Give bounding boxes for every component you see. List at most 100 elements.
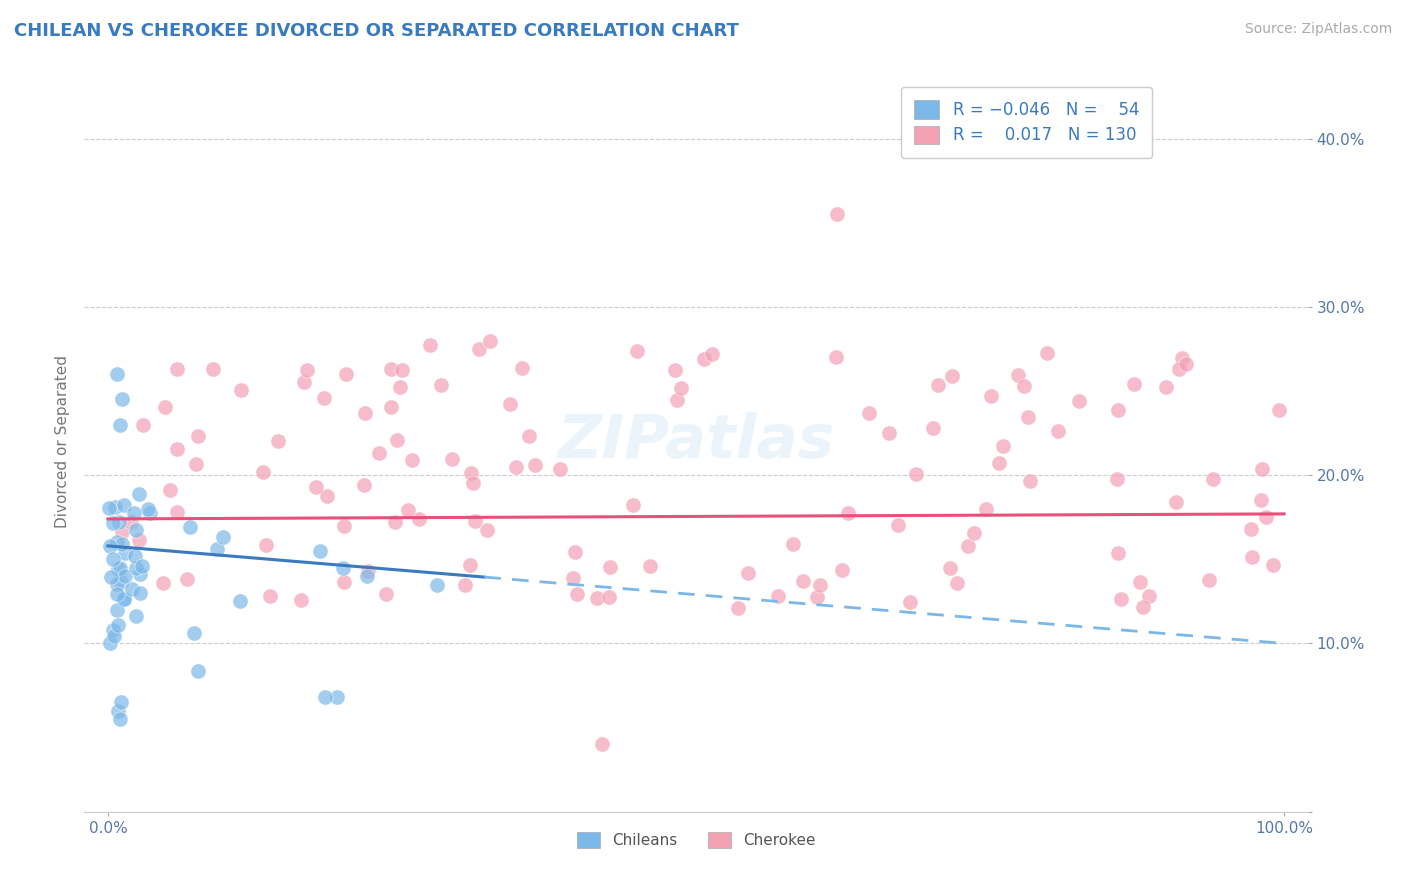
Point [464,514,486,528]
Point [664,362,686,376]
Point [231,383,253,397]
Point [939,561,962,575]
Point [991,439,1014,453]
Point [252,465,274,479]
Point [111,392,134,407]
Point [129,586,152,600]
Point [254,538,277,552]
Point [988,456,1011,470]
Point [384,515,406,529]
Point [314,392,336,406]
Point [1129,574,1152,589]
Point [1250,493,1272,508]
Point [332,560,354,574]
Point [290,593,312,607]
Point [356,569,378,583]
Point [125,608,148,623]
Point [128,487,150,501]
Point [458,558,481,573]
Point [205,542,228,557]
Point [105,603,128,617]
Point [110,575,132,590]
Point [922,421,945,435]
Point [598,590,620,604]
Point [564,545,586,559]
Point [184,457,207,471]
Text: Source: ZipAtlas.com: Source: ZipAtlas.com [1244,22,1392,37]
Point [1239,523,1261,537]
Point [166,442,188,456]
Point [112,592,135,607]
Point [621,498,644,512]
Point [1123,376,1146,391]
Point [396,503,419,517]
Point [368,446,391,460]
Text: CHILEAN VS CHEROKEE DIVORCED OR SEPARATED CORRELATION CHART: CHILEAN VS CHEROKEE DIVORCED OR SEPARATE… [14,22,740,40]
Point [1268,403,1291,417]
Point [517,429,540,443]
Point [385,434,408,448]
Point [292,375,315,389]
Point [132,418,155,433]
Point [1105,472,1128,486]
Point [229,594,252,608]
Point [107,562,129,576]
Point [183,626,205,640]
Point [565,587,588,601]
Point [1067,394,1090,409]
Point [353,478,375,492]
Point [211,530,233,544]
Point [669,381,692,395]
Point [419,337,441,351]
Point [1018,475,1040,489]
Point [159,483,181,497]
Point [1132,600,1154,615]
Point [638,559,661,574]
Point [808,578,831,592]
Point [266,434,288,448]
Point [202,362,225,376]
Text: ZIPatlas: ZIPatlas [557,412,835,471]
Point [831,563,853,577]
Point [792,574,814,589]
Point [124,549,146,563]
Point [782,537,804,551]
Point [468,342,491,356]
Point [1047,424,1070,438]
Y-axis label: Divorced or Separated: Divorced or Separated [55,355,70,528]
Point [125,561,148,575]
Point [737,566,759,581]
Point [1251,461,1274,475]
Point [111,524,134,539]
Point [1174,357,1197,371]
Point [305,480,328,494]
Point [259,589,281,603]
Point [1202,472,1225,486]
Point [108,712,131,726]
Point [974,502,997,516]
Point [100,570,122,584]
Point [98,501,121,516]
Point [1164,495,1187,509]
Point [357,564,380,578]
Point [110,561,132,575]
Point [105,577,128,591]
Point [108,515,131,529]
Point [599,559,621,574]
Point [139,506,162,520]
Point [430,377,453,392]
Point [114,546,136,560]
Point [479,334,502,348]
Point [806,590,828,604]
Point [426,577,449,591]
Point [314,690,336,705]
Point [1198,573,1220,587]
Point [103,629,125,643]
Point [941,368,963,383]
Point [128,533,150,548]
Point [524,458,547,472]
Point [1107,546,1129,560]
Point [187,664,209,678]
Point [316,489,339,503]
Point [980,389,1002,403]
